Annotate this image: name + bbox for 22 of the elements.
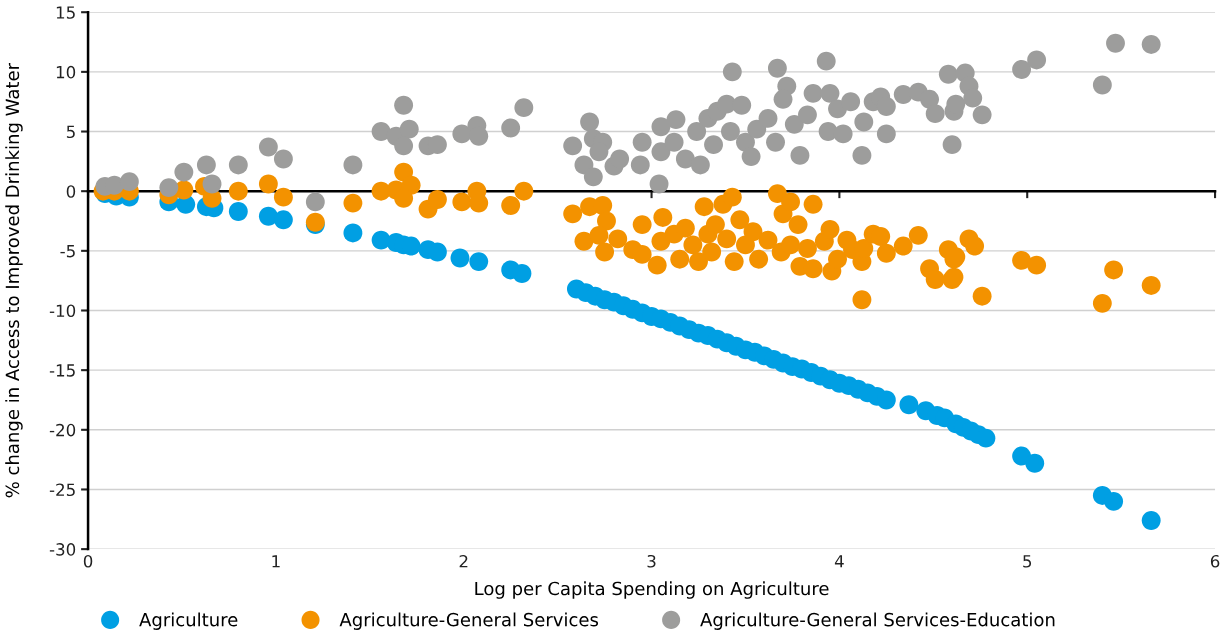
legend-label: Agriculture <box>139 612 238 630</box>
x-tick-label: 5 <box>1023 555 1032 568</box>
x-tick-label: 1 <box>272 555 280 568</box>
y-tick-label: -20 <box>49 423 76 437</box>
y-tick-label: 15 <box>56 6 75 19</box>
x-tick-label: 2 <box>459 554 468 568</box>
y-tick-label: -25 <box>49 483 75 497</box>
y-tick-label: 0 <box>66 185 76 198</box>
x-axis-title: Log per Capita Spending on Agriculture <box>475 581 829 599</box>
y-tick-label: -30 <box>49 543 76 556</box>
y-tick-label: 10 <box>56 65 76 79</box>
x-tick-label: 3 <box>647 554 656 568</box>
x-tick-label: 4 <box>834 555 844 568</box>
y-tick-label: -10 <box>49 304 76 318</box>
y-tick-label: -5 <box>60 245 75 258</box>
y-axis-title: % change in Access to Improved Drinking Water <box>5 62 23 498</box>
x-tick-label: 0 <box>83 554 93 568</box>
x-tick-label: 6 <box>1210 554 1220 568</box>
legend-label: Agriculture-General Services <box>339 612 599 630</box>
legend-label: Agriculture-General Services-Education <box>700 612 1055 630</box>
y-tick-label: 5 <box>66 125 75 139</box>
y-tick-label: -15 <box>49 364 75 377</box>
